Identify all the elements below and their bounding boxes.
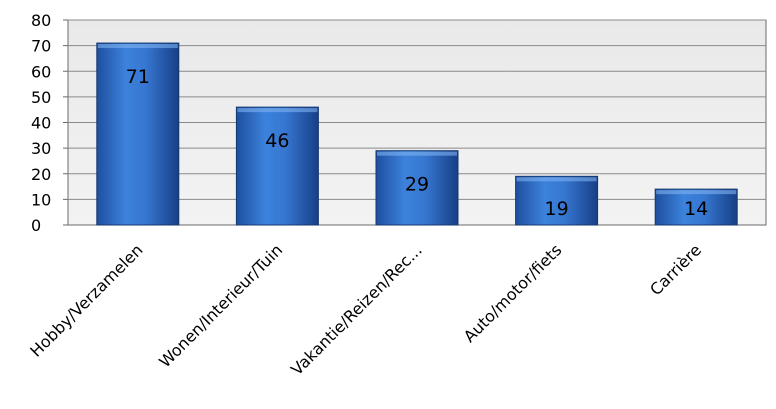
bar-highlight bbox=[377, 151, 457, 156]
bar bbox=[96, 42, 180, 226]
y-tick-label: 20 bbox=[31, 165, 51, 184]
bar-highlight bbox=[516, 177, 597, 182]
bar-highlight bbox=[97, 44, 178, 49]
bar bbox=[654, 188, 738, 226]
bar-body bbox=[96, 42, 180, 226]
bar bbox=[375, 150, 459, 226]
y-tick-label: 60 bbox=[31, 62, 51, 81]
data-label: 19 bbox=[545, 198, 569, 220]
bar bbox=[515, 175, 599, 226]
y-axis-ticks: 0 10 20 30 40 50 60 70 80 bbox=[31, 11, 68, 235]
y-tick-label: 50 bbox=[31, 88, 51, 107]
x-tick-label: Vakantie/Reizen/Rec... bbox=[287, 240, 426, 379]
bars bbox=[96, 42, 738, 226]
data-labels: 71 46 29 19 14 bbox=[126, 66, 709, 220]
bar-highlight bbox=[656, 190, 737, 195]
gridlines bbox=[68, 19, 766, 200]
data-label: 46 bbox=[265, 130, 289, 152]
bar-body bbox=[654, 188, 738, 226]
data-label: 29 bbox=[405, 174, 429, 196]
y-tick-label: 40 bbox=[31, 114, 51, 133]
data-label: 71 bbox=[126, 66, 150, 88]
bar-body bbox=[235, 106, 319, 226]
y-tick-label: 30 bbox=[31, 139, 51, 158]
y-tick-label: 10 bbox=[31, 190, 51, 209]
x-tick-label: Hobby/Verzamelen bbox=[26, 240, 146, 360]
y-tick-label: 70 bbox=[31, 37, 51, 56]
y-tick-label: 0 bbox=[31, 216, 41, 235]
x-tick-label: Carrière bbox=[646, 240, 705, 299]
x-tick-label: Wonen/Interieur/Tuin bbox=[155, 240, 286, 371]
bar-highlight bbox=[237, 108, 318, 113]
x-axis-labels: Hobby/Verzamelen Wonen/Interieur/Tuin Vaka… bbox=[26, 240, 705, 379]
x-tick-label: Auto/motor/fiets bbox=[460, 240, 566, 346]
bar-body bbox=[515, 175, 599, 226]
y-tick-label: 80 bbox=[31, 11, 51, 30]
bar-body bbox=[375, 150, 459, 226]
bar bbox=[235, 106, 319, 226]
data-label: 14 bbox=[684, 198, 708, 220]
